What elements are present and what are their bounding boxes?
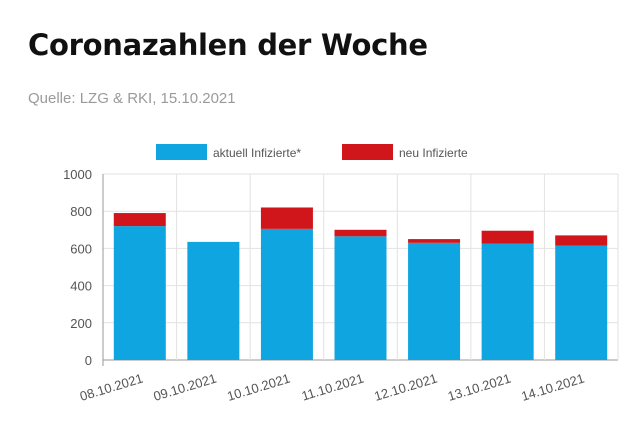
bar-0-0 (113, 226, 166, 360)
y-tick-label-2: 400 (70, 279, 92, 294)
bar-1-6 (555, 235, 608, 246)
x-axis: 08.10.2021 09.10.2021 10.10.2021 11.10.2021… (78, 371, 586, 404)
y-tick-label-1: 200 (70, 316, 92, 331)
bar-1-2 (260, 207, 313, 229)
y-axis: 0 200 400 600 800 1000 (63, 167, 92, 368)
page-title: Coronazahlen der Woche (28, 28, 428, 62)
x-tick-label-4: 12.10.2021 (372, 371, 439, 404)
bar-0-6 (555, 245, 608, 360)
legend-label-0: aktuell Infizierte* (213, 146, 301, 160)
bar-0-4 (408, 242, 461, 360)
stacked-bar-chart: aktuell Infizierte* neu Infizierte 0 200 40… (63, 144, 619, 404)
legend-label-1: neu Infizierte (399, 146, 468, 160)
x-tick-label-0: 08.10.2021 (78, 371, 145, 404)
bar-1-5 (481, 230, 534, 244)
y-tick-label-0: 0 (85, 353, 92, 368)
legend-swatch-1 (342, 144, 393, 160)
x-tick-label-3: 11.10.2021 (300, 371, 366, 404)
x-tick-label-2: 10.10.2021 (225, 371, 292, 404)
source-subtitle: Quelle: LZG & RKI, 15.10.2021 (28, 90, 236, 107)
chart-bars (113, 207, 608, 360)
x-tick-label-5: 13.10.2021 (446, 371, 513, 404)
bar-1-0 (113, 213, 166, 227)
bar-0-1 (187, 241, 240, 360)
bar-0-3 (334, 236, 387, 360)
legend-swatch-0 (156, 144, 207, 160)
x-tick-label-6: 14.10.2021 (519, 371, 586, 404)
chart-legend: aktuell Infizierte* neu Infizierte (156, 144, 468, 160)
y-tick-label-4: 800 (70, 204, 92, 219)
y-tick-label-5: 1000 (63, 167, 92, 182)
bar-1-4 (408, 239, 461, 243)
bar-0-2 (260, 228, 313, 360)
y-tick-label-3: 600 (70, 241, 92, 256)
x-tick-label-1: 09.10.2021 (152, 371, 219, 404)
bar-0-5 (481, 243, 534, 360)
bar-1-3 (334, 229, 387, 237)
